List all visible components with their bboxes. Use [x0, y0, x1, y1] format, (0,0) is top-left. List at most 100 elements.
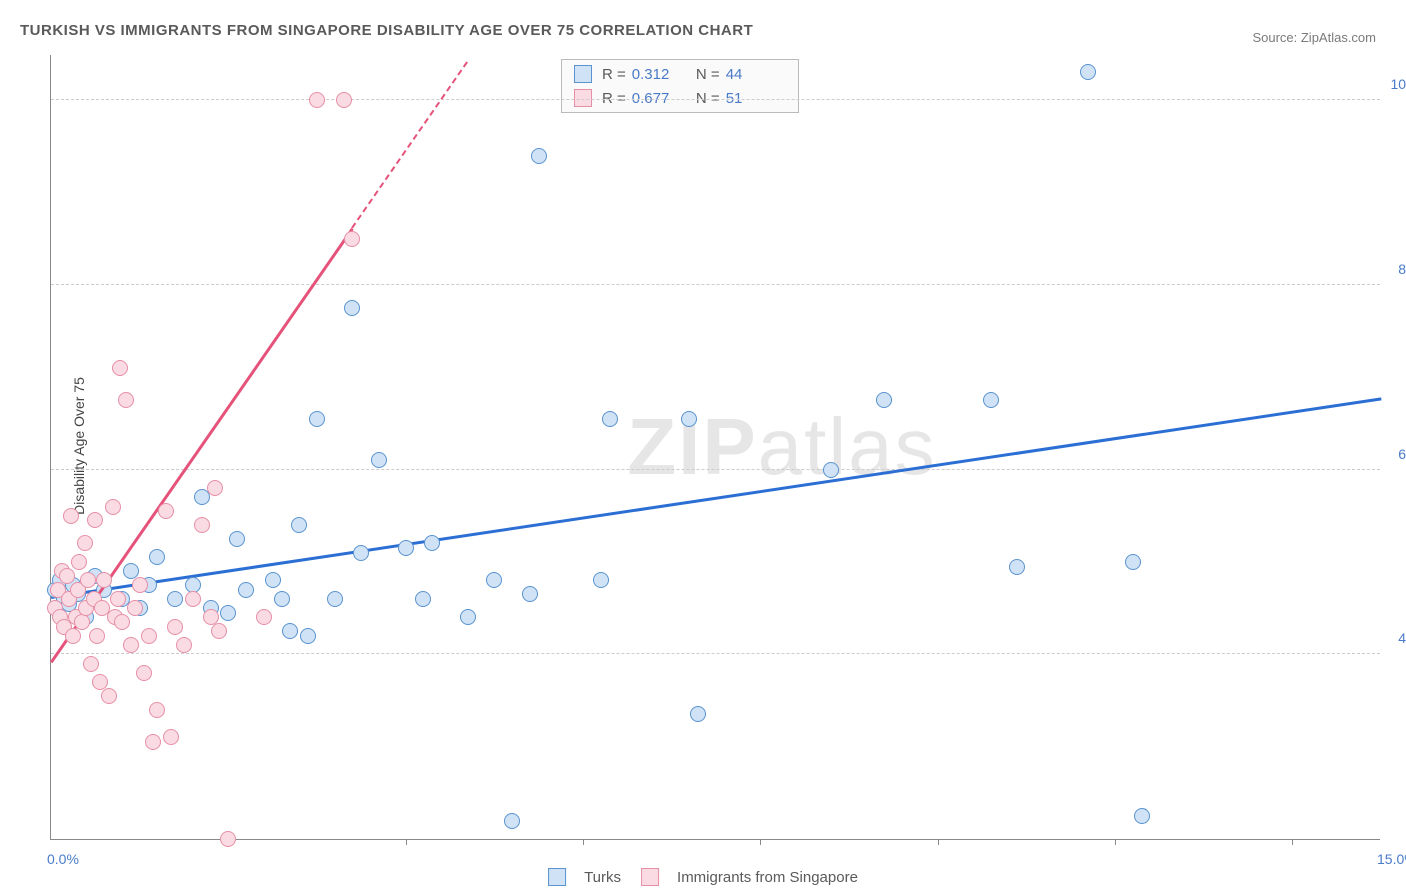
data-point: [89, 628, 105, 644]
data-point: [300, 628, 316, 644]
legend-swatch: [574, 65, 592, 83]
stat-row: R = 0.677 N = 51: [562, 86, 798, 110]
stat-r-value: 0.677: [632, 90, 692, 107]
source-attribution: Source: ZipAtlas.com: [1252, 30, 1376, 45]
y-tick-label: 60.0%: [1398, 446, 1406, 462]
data-point: [274, 591, 290, 607]
legend-swatch: [548, 868, 566, 886]
data-point: [71, 554, 87, 570]
data-point: [185, 591, 201, 607]
x-tick-mark: [1115, 839, 1116, 845]
data-point: [353, 545, 369, 561]
data-point: [220, 605, 236, 621]
stat-r-value: 0.312: [632, 66, 692, 83]
data-point: [522, 586, 538, 602]
stat-n-label: N =: [692, 66, 720, 83]
data-point: [593, 572, 609, 588]
chart-title: TURKISH VS IMMIGRANTS FROM SINGAPORE DIS…: [20, 22, 753, 39]
data-point: [65, 628, 81, 644]
x-tick-label: 0.0%: [47, 851, 79, 867]
y-tick-label: 100.0%: [1391, 76, 1406, 92]
data-point: [63, 508, 79, 524]
data-point: [59, 568, 75, 584]
data-point: [220, 831, 236, 847]
data-point: [460, 609, 476, 625]
data-point: [96, 572, 112, 588]
data-point: [1009, 559, 1025, 575]
data-point: [127, 600, 143, 616]
trend-line-dashed: [352, 62, 469, 229]
data-point: [504, 813, 520, 829]
data-point: [163, 729, 179, 745]
data-point: [681, 411, 697, 427]
data-point: [309, 92, 325, 108]
legend-label: Immigrants from Singapore: [677, 869, 858, 886]
data-point: [211, 623, 227, 639]
data-point: [167, 591, 183, 607]
legend-label: Turks: [584, 869, 621, 886]
data-point: [105, 499, 121, 515]
data-point: [344, 231, 360, 247]
stat-row: R = 0.312 N = 44: [562, 62, 798, 86]
gridline-horizontal: [51, 284, 1380, 285]
data-point: [1134, 808, 1150, 824]
trend-line: [51, 398, 1381, 599]
data-point: [194, 517, 210, 533]
stat-n-label: N =: [692, 90, 720, 107]
correlation-stats-box: R = 0.312 N = 44R = 0.677 N = 51: [561, 59, 799, 113]
legend: Turks Immigrants from Singapore: [548, 868, 858, 886]
data-point: [238, 582, 254, 598]
data-point: [149, 702, 165, 718]
data-point: [602, 411, 618, 427]
stat-n-value: 44: [726, 66, 786, 83]
data-point: [424, 535, 440, 551]
data-point: [486, 572, 502, 588]
data-point: [158, 503, 174, 519]
data-point: [112, 360, 128, 376]
data-point: [132, 577, 148, 593]
data-point: [344, 300, 360, 316]
data-point: [77, 535, 93, 551]
data-point: [176, 637, 192, 653]
source-label: Source:: [1252, 30, 1300, 45]
gridline-horizontal: [51, 99, 1380, 100]
data-point: [876, 392, 892, 408]
x-tick-mark: [938, 839, 939, 845]
data-point: [531, 148, 547, 164]
x-tick-mark: [1292, 839, 1293, 845]
data-point: [690, 706, 706, 722]
data-point: [309, 411, 325, 427]
x-tick-mark: [583, 839, 584, 845]
x-tick-mark: [760, 839, 761, 845]
data-point: [229, 531, 245, 547]
stat-n-value: 51: [726, 90, 786, 107]
gridline-horizontal: [51, 469, 1380, 470]
gridline-horizontal: [51, 653, 1380, 654]
data-point: [101, 688, 117, 704]
data-point: [1080, 64, 1096, 80]
data-point: [336, 92, 352, 108]
data-point: [265, 572, 281, 588]
legend-swatch: [641, 868, 659, 886]
data-point: [87, 512, 103, 528]
data-point: [149, 549, 165, 565]
data-point: [282, 623, 298, 639]
legend-item: Turks: [548, 868, 621, 886]
data-point: [167, 619, 183, 635]
data-point: [256, 609, 272, 625]
data-point: [114, 614, 130, 630]
data-point: [145, 734, 161, 750]
data-point: [415, 591, 431, 607]
data-point: [110, 591, 126, 607]
data-point: [207, 480, 223, 496]
x-tick-mark: [406, 839, 407, 845]
data-point: [327, 591, 343, 607]
data-point: [118, 392, 134, 408]
data-point: [74, 614, 90, 630]
data-point: [371, 452, 387, 468]
y-tick-label: 40.0%: [1398, 630, 1406, 646]
watermark: ZIPatlas: [627, 401, 936, 493]
data-point: [80, 572, 96, 588]
data-point: [136, 665, 152, 681]
source-value: ZipAtlas.com: [1301, 30, 1376, 45]
